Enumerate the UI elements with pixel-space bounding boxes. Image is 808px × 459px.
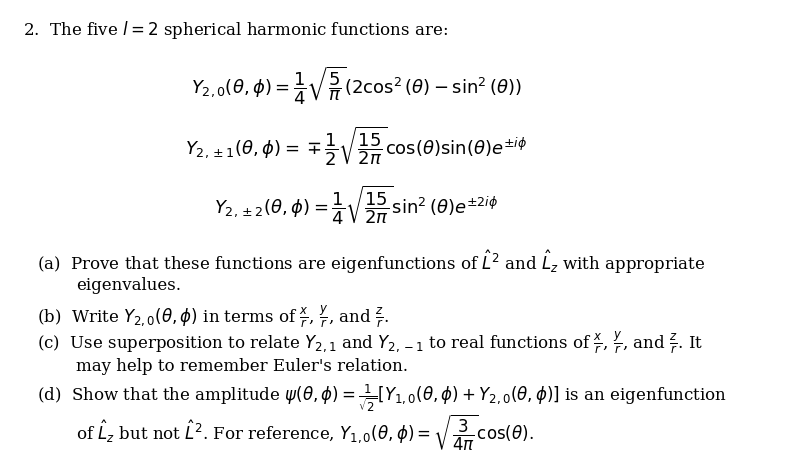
Text: $Y_{2,0}(\theta,\phi) = \dfrac{1}{4}\sqrt{\dfrac{5}{\pi}}(2\cos^2(\theta) - \sin: $Y_{2,0}(\theta,\phi) = \dfrac{1}{4}\sqr… bbox=[191, 65, 522, 107]
Text: (b)  Write $Y_{2,0}(\theta,\phi)$ in terms of $\frac{x}{r}$, $\frac{y}{r}$, and : (b) Write $Y_{2,0}(\theta,\phi)$ in term… bbox=[37, 302, 389, 330]
Text: $Y_{2,\pm 1}(\theta,\phi) = \mp\dfrac{1}{2}\sqrt{\dfrac{15}{2\pi}}\cos(\theta)\s: $Y_{2,\pm 1}(\theta,\phi) = \mp\dfrac{1}… bbox=[185, 124, 528, 168]
Text: (c)  Use superposition to relate $Y_{2,1}$ and $Y_{2,-1}$ to real functions of $: (c) Use superposition to relate $Y_{2,1}… bbox=[37, 329, 703, 356]
Text: (d)  Show that the amplitude $\psi(\theta,\phi) = \frac{1}{\sqrt{2}}[Y_{1,0}(\th: (d) Show that the amplitude $\psi(\theta… bbox=[37, 382, 727, 413]
Text: 2.  The five $l = 2$ spherical harmonic functions are:: 2. The five $l = 2$ spherical harmonic f… bbox=[23, 19, 448, 41]
Text: of $\hat{L}_z$ but not $\hat{L}^2$. For reference, $Y_{1,0}(\theta,\phi) = \sqrt: of $\hat{L}_z$ but not $\hat{L}^2$. For … bbox=[76, 411, 534, 452]
Text: (a)  Prove that these functions are eigenfunctions of $\hat{L}^2$ and $\hat{L}_z: (a) Prove that these functions are eigen… bbox=[37, 248, 705, 275]
Text: $Y_{2,\pm 2}(\theta,\phi) = \dfrac{1}{4}\sqrt{\dfrac{15}{2\pi}}\sin^2(\theta)e^{: $Y_{2,\pm 2}(\theta,\phi) = \dfrac{1}{4}… bbox=[214, 184, 499, 227]
Text: may help to remember Euler's relation.: may help to remember Euler's relation. bbox=[76, 358, 408, 375]
Text: eigenvalues.: eigenvalues. bbox=[76, 276, 181, 293]
